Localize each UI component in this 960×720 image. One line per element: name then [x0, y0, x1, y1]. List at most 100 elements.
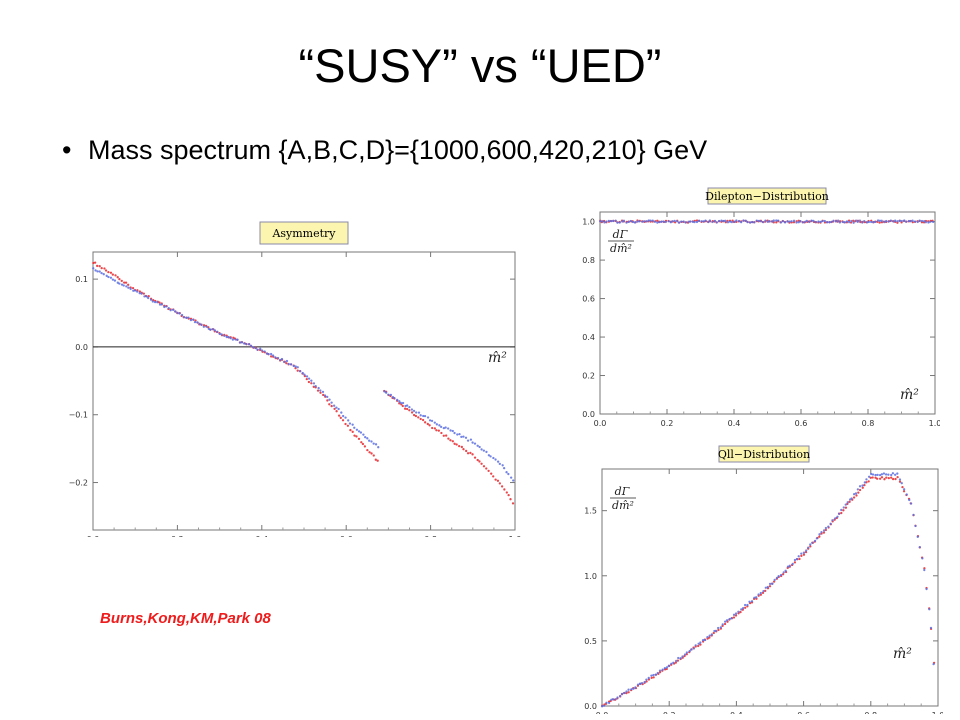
data-point: [865, 221, 869, 224]
data-point: [260, 349, 264, 352]
data-point: [685, 651, 689, 654]
data-point: [171, 308, 175, 311]
data-point: [858, 219, 862, 222]
data-point: [423, 421, 427, 424]
qll-svg: 0.0 0.2 0.4 0.6 0.8 1.0 0.0 0.5 1.0 1.5 Qll−Distri…: [584, 445, 943, 714]
data-point: [473, 456, 477, 459]
data-point: [925, 587, 928, 591]
data-point: [303, 373, 306, 376]
y-axis-label-numerator: dΓ: [613, 228, 628, 241]
y-tick-label: 0.0: [582, 410, 595, 419]
data-point: [153, 301, 157, 304]
data-point: [259, 347, 262, 350]
data-point: [321, 390, 325, 394]
data-point: [292, 364, 295, 368]
data-point: [656, 671, 659, 675]
data-point: [838, 512, 841, 515]
data-point: [819, 220, 822, 224]
data-point: [333, 407, 336, 411]
data-point: [740, 608, 743, 611]
data-point: [764, 219, 767, 222]
data-point: [357, 430, 361, 433]
data-point: [307, 377, 311, 380]
data-point: [498, 482, 501, 485]
data-point: [828, 221, 831, 224]
data-point: [779, 573, 783, 577]
data-point: [92, 261, 95, 265]
x-tick-label: 0.0: [87, 535, 100, 537]
data-point: [766, 585, 769, 589]
data-point: [603, 221, 606, 224]
data-point: [419, 417, 422, 421]
data-point: [485, 450, 488, 454]
data-point: [278, 358, 282, 362]
data-point: [227, 335, 230, 339]
chart-title: Qll−Distribution: [718, 448, 810, 461]
data-point: [269, 355, 273, 358]
qll-frame: [601, 468, 939, 707]
data-point: [701, 639, 705, 642]
data-point: [196, 321, 199, 324]
data-point: [634, 686, 637, 689]
data-point: [376, 459, 379, 462]
data-point: [274, 356, 277, 359]
data-point: [377, 446, 380, 449]
data-point: [192, 318, 195, 321]
data-point: [662, 220, 665, 223]
data-point: [421, 418, 425, 422]
data-point: [494, 478, 497, 481]
data-point: [900, 482, 903, 485]
data-point: [426, 416, 430, 419]
x-tick-label: 0.8: [862, 419, 875, 428]
data-point: [245, 342, 248, 346]
data-point: [383, 390, 386, 393]
data-point: [485, 467, 488, 470]
data-point: [708, 634, 711, 637]
data-point: [904, 220, 908, 223]
data-point: [489, 455, 492, 458]
data-point: [98, 265, 101, 268]
data-point: [142, 292, 145, 295]
data-point: [725, 619, 729, 622]
y-tick-label: 0.1: [75, 275, 88, 284]
data-point: [645, 680, 648, 683]
data-point: [878, 219, 882, 222]
data-point: [783, 221, 787, 224]
data-point: [209, 328, 212, 331]
data-point: [923, 219, 926, 223]
data-point: [111, 278, 115, 281]
data-point: [901, 486, 904, 489]
data-point: [850, 219, 853, 223]
data-point: [759, 593, 763, 596]
data-point: [254, 347, 257, 350]
data-point: [189, 318, 193, 322]
data-point: [627, 691, 630, 694]
x-tick-label: 0.6: [340, 535, 353, 537]
data-point: [478, 460, 481, 463]
data-point: [500, 485, 504, 488]
data-point: [861, 484, 864, 487]
data-point: [374, 443, 378, 446]
data-point: [131, 287, 135, 290]
data-point: [724, 219, 727, 222]
data-point: [125, 285, 128, 288]
data-point: [836, 219, 840, 222]
data-point: [276, 356, 280, 360]
data-point: [614, 698, 617, 701]
data-point: [870, 220, 873, 224]
data-point: [431, 426, 434, 430]
data-point: [650, 674, 653, 677]
data-point: [627, 688, 630, 691]
data-point: [94, 269, 97, 272]
data-point: [909, 502, 913, 505]
data-point: [734, 612, 738, 615]
data-point: [896, 475, 899, 479]
data-point: [775, 576, 779, 580]
data-point: [458, 444, 461, 448]
data-point: [511, 502, 515, 505]
bullet-point: • Mass spectrum {A,B,C,D}={1000,600,420,2…: [62, 135, 707, 166]
data-point: [367, 439, 371, 442]
chart-title: Dilepton−Distribution: [705, 190, 829, 203]
data-point: [863, 220, 866, 223]
data-point: [924, 221, 928, 224]
